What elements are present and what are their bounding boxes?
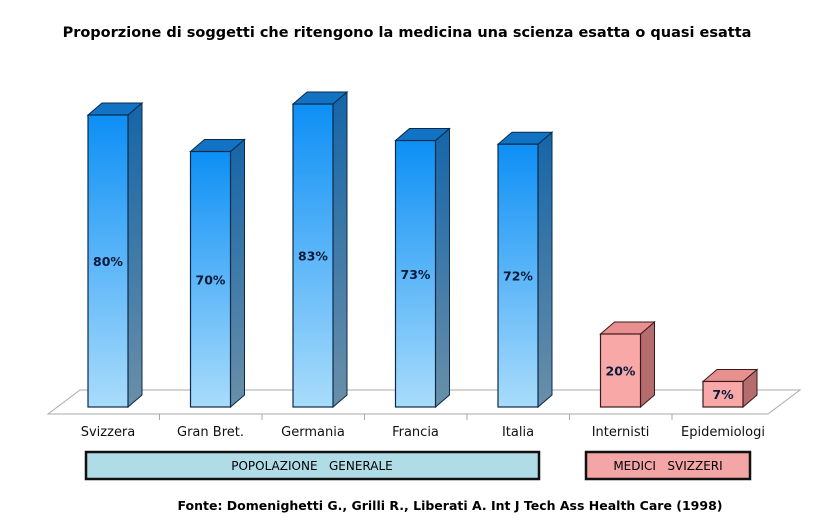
category-label: Francia: [392, 425, 439, 440]
group-label-medici: MEDICI SVIZZERI: [613, 459, 722, 473]
data-label: 70%: [196, 272, 226, 287]
bar-side: [640, 320, 655, 409]
category-label: Epidemiologi: [681, 425, 765, 440]
bar-3: 73%: [394, 127, 451, 409]
bar-front: [189, 150, 232, 408]
data-label: 7%: [712, 387, 734, 402]
bar-side: [332, 90, 348, 409]
bar-0: 80%: [86, 101, 144, 409]
category-label: Italia: [502, 425, 534, 440]
bar-front: [87, 114, 129, 408]
data-label: 72%: [503, 269, 533, 284]
chart-title: Proporzione di soggetti che ritengono la…: [63, 25, 752, 41]
bar-front: [702, 380, 744, 408]
bar-front: [292, 103, 334, 408]
bar-1: 70%: [189, 138, 246, 409]
group-label-popolazione: POPOLAZIONE GENERALE: [231, 459, 393, 473]
category-label: Internisti: [592, 425, 650, 440]
data-label: 20%: [606, 364, 636, 379]
bar-side: [127, 101, 143, 409]
bar-side: [230, 138, 245, 409]
bar-4: 72%: [496, 131, 554, 409]
bar-side: [537, 131, 553, 409]
category-label: Gran Bret.: [177, 425, 244, 440]
data-label: 80%: [93, 254, 123, 269]
data-label: 73%: [401, 267, 431, 282]
group-box-popolazione: [84, 450, 541, 481]
bar-front: [599, 333, 642, 408]
category-label: Germania: [281, 425, 345, 440]
bar-front: [394, 139, 437, 408]
data-label: 83%: [298, 249, 328, 264]
category-label: Svizzera: [81, 425, 136, 440]
bar-6: 7%: [701, 368, 759, 409]
group-box-medici: [584, 450, 752, 481]
source-note: Fonte: Domenighetti G., Grilli R., Liber…: [177, 498, 722, 513]
bar-5: 20%: [599, 320, 656, 409]
bar-side: [435, 127, 450, 409]
bar-2: 83%: [291, 90, 349, 409]
bar-front: [497, 143, 539, 408]
